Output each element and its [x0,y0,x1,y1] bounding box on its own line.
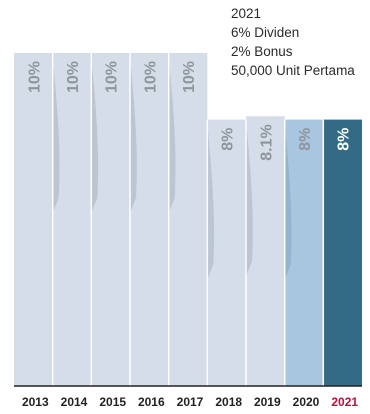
bar-shadow-2019 [246,118,253,277]
bar-2014 [52,53,92,386]
x-tick-label-2020: 2020 [293,395,320,409]
bar-shadow-2015 [91,55,99,213]
value-label-2016: 10% [142,61,159,93]
bar-2021 [323,119,362,386]
annotation-line-bonus: 2% Bonus [231,44,293,59]
annotation-line-dividend: 6% Dividen [231,25,300,40]
value-label-2018: 8% [220,128,237,151]
x-tick-label-2015: 2015 [99,395,126,409]
value-label-2021: 8% [336,128,353,151]
x-tick-label-2014: 2014 [61,395,88,409]
bar-2015 [91,53,130,386]
bar-2013 [14,53,53,386]
x-tick-label-2021: 2021 [331,395,358,409]
bar-shadow-2014 [52,55,60,213]
bar-2017 [168,53,208,386]
value-label-2014: 10% [65,61,82,93]
annotation-line-units: 50,000 Unit Pertama [231,63,355,78]
bar-shadow-2016 [130,55,137,213]
x-tick-label-2017: 2017 [177,395,204,409]
value-label-2013: 10% [26,61,43,93]
x-tick-label-2019: 2019 [254,395,281,409]
annotation-year: 2021 [231,6,262,21]
x-tick-label-2013: 2013 [22,395,49,409]
annotation-2021: 2021 6% Dividen 2% Bonus 50,000 Unit Per… [231,4,367,80]
value-label-2015: 10% [104,61,121,93]
value-label-2017: 10% [181,61,198,93]
value-label-2020: 8% [297,128,314,151]
bar-2016 [130,53,169,386]
x-tick-label-2016: 2016 [138,395,165,409]
bar-shadow-2020 [284,121,292,280]
value-label-2019: 8.1% [258,124,275,160]
x-tick-label-2018: 2018 [215,395,242,409]
bar-shadow-2017 [168,55,176,213]
bar-shadow-2018 [207,121,215,280]
